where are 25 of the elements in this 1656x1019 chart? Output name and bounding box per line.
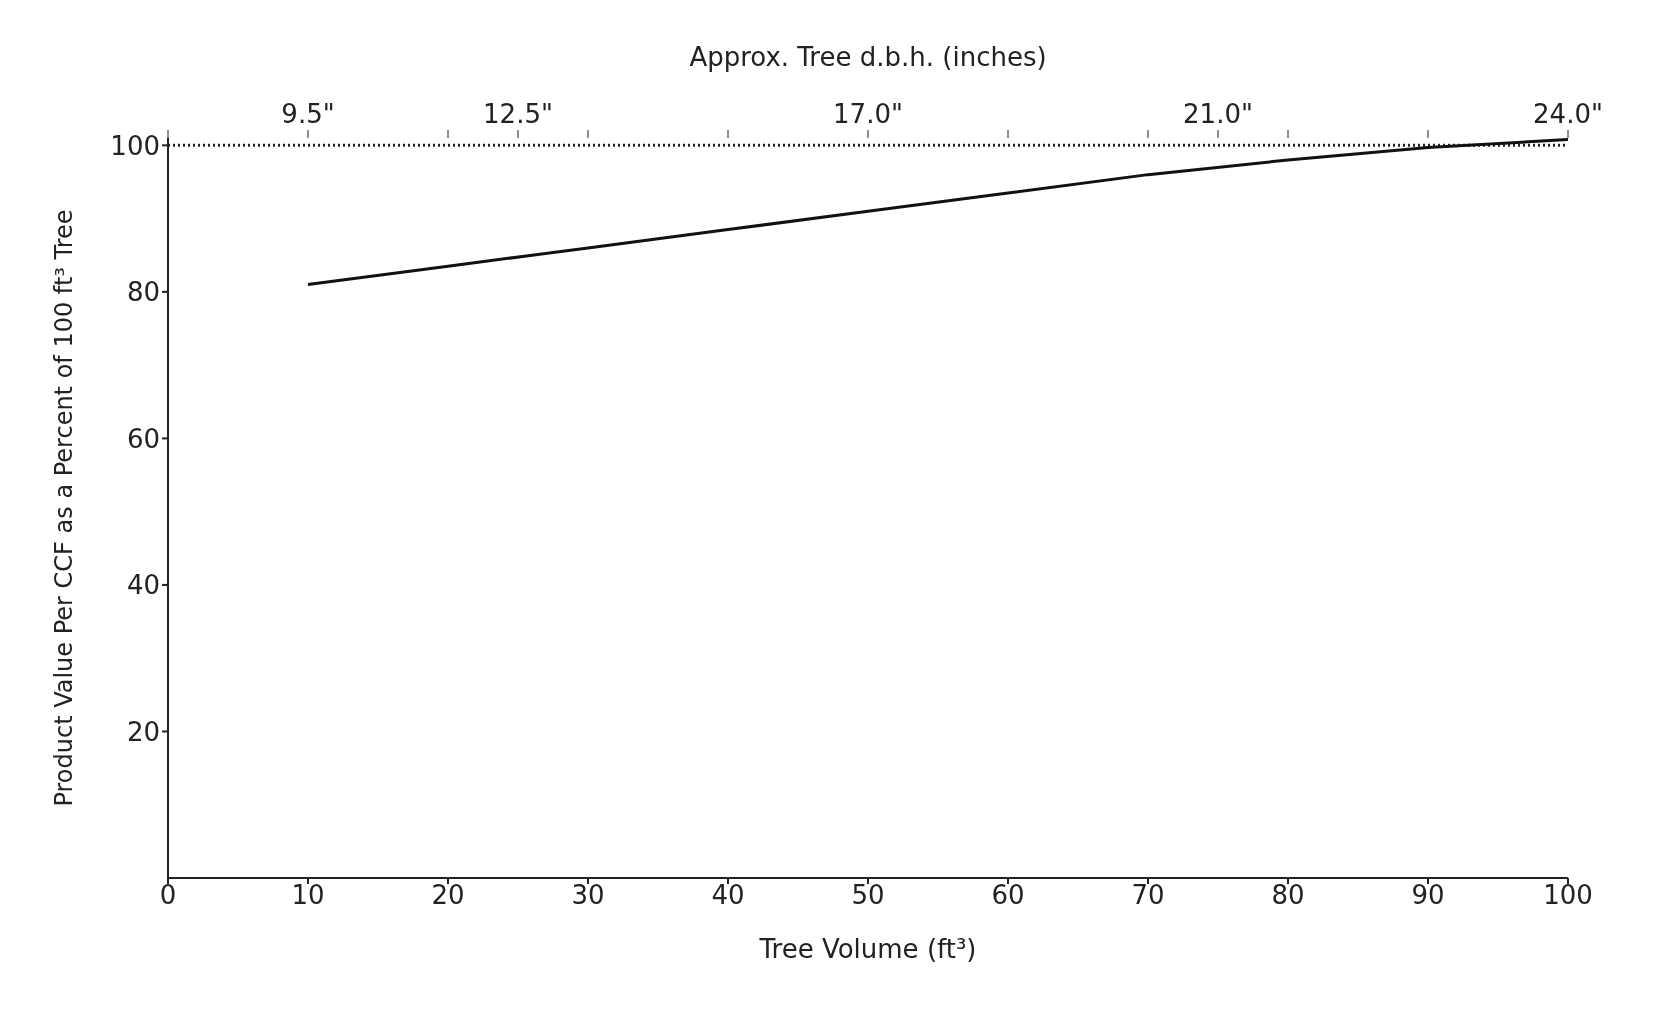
annotation: 24.0" bbox=[1533, 99, 1603, 130]
y-tick-label: 100 bbox=[110, 130, 160, 161]
annotation: 12.5" bbox=[483, 99, 553, 130]
y-axis-title: Product Value Per CCF as a Percent of 100 ft³ Tree bbox=[49, 209, 78, 807]
line-series bbox=[306, 138, 1568, 287]
x-tick-label: 40 bbox=[711, 880, 745, 911]
annotation: 21.0" bbox=[1183, 99, 1253, 130]
x-tick-label: 10 bbox=[291, 880, 325, 911]
y-tick-label: 80 bbox=[126, 277, 160, 308]
y-tick-label: 20 bbox=[126, 716, 160, 747]
x-tick-label: 50 bbox=[851, 880, 885, 911]
x-tick-label: 0 bbox=[159, 880, 177, 911]
x-tick-label: 20 bbox=[431, 880, 465, 911]
x-tick-label: 70 bbox=[1131, 880, 1165, 911]
x2-axis-title: Approx. Tree d.b.h. (inches) bbox=[689, 42, 1047, 73]
x-tick-label: 90 bbox=[1411, 880, 1445, 911]
x-axis-title: Tree Volume (ft³) bbox=[758, 934, 977, 964]
x-tick-label: 30 bbox=[571, 880, 605, 911]
y-tick-label: 60 bbox=[126, 423, 160, 454]
x-tick-label: 100 bbox=[1543, 880, 1593, 911]
y-tick-label: 40 bbox=[126, 570, 160, 601]
annotation: 9.5" bbox=[281, 99, 335, 130]
x-tick-label: 60 bbox=[991, 880, 1025, 911]
x-tick-label: 80 bbox=[1271, 880, 1305, 911]
annotation: 17.0" bbox=[833, 99, 903, 130]
